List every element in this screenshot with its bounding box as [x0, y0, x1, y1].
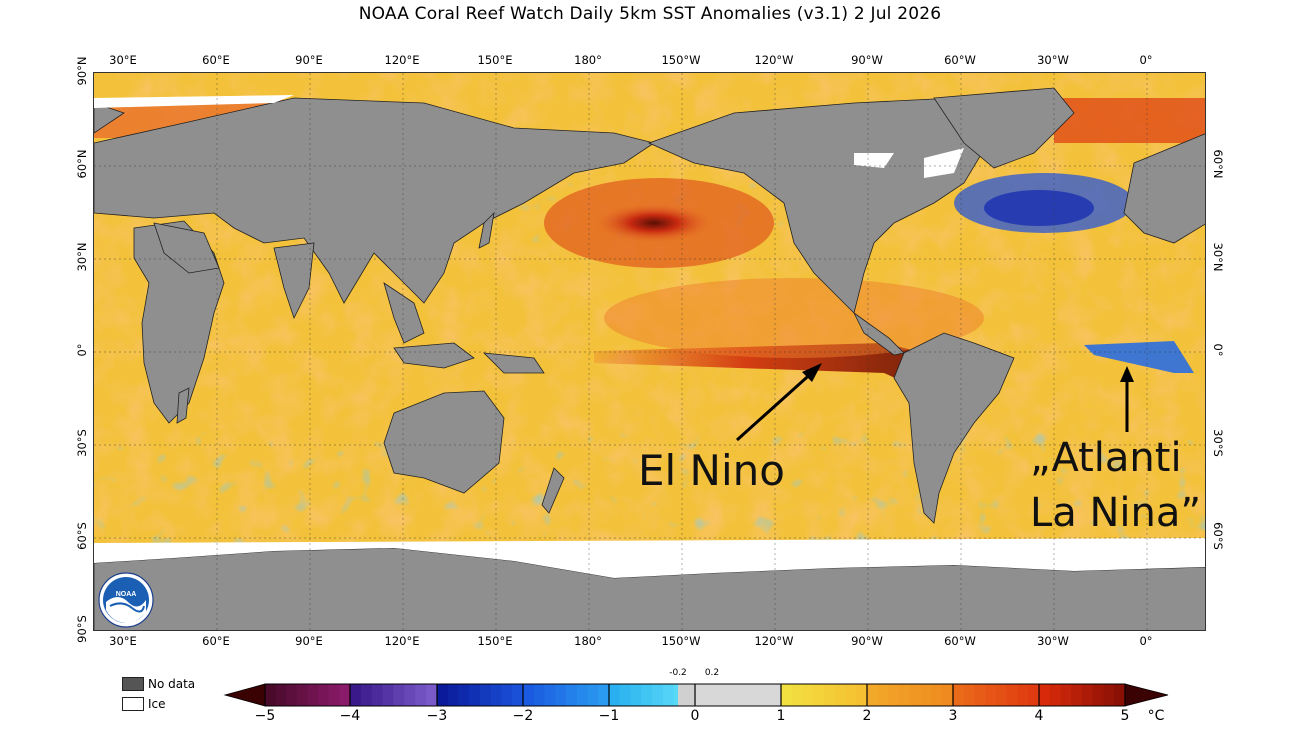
longitude-label: 30°E [109, 634, 137, 648]
el-nino-arrowhead [802, 363, 822, 382]
longitude-label: 60°E [202, 53, 230, 67]
atlantic-arrowhead [1120, 366, 1134, 382]
longitude-label: 30°W [1037, 634, 1069, 648]
longitude-label: 0° [1139, 53, 1153, 67]
map-canvas [94, 73, 1205, 630]
colorbar-tick-label: −4 [339, 708, 361, 724]
colorbar-tick-label: 4 [1034, 708, 1044, 724]
longitude-label: 30°W [1037, 53, 1069, 67]
longitude-label: 60°E [202, 634, 230, 648]
map-title: NOAA Coral Reef Watch Daily 5km SST Anom… [358, 4, 942, 24]
longitude-label: 180° [574, 53, 602, 67]
longitude-label: 60°W [944, 53, 976, 67]
colorbar-small-tick-neg: -0.2 [669, 668, 687, 678]
longitude-label: 90°E [295, 634, 323, 648]
el-nino-arrow [735, 368, 817, 442]
longitude-label: 90°W [851, 634, 883, 648]
ice-swatch [122, 697, 144, 711]
longitude-label: 120°W [754, 53, 794, 67]
colorbar-tick-label: 5 [1120, 708, 1130, 724]
longitude-label: 120°W [754, 634, 794, 648]
longitude-label: 90°E [295, 53, 323, 67]
colorbar-tick-label: −5 [254, 708, 276, 724]
colorbar-tick-label: 1 [776, 708, 786, 724]
noaa-logo: NOAA [98, 572, 154, 628]
no-data-swatch [122, 677, 144, 691]
longitude-label: 120°E [384, 634, 420, 648]
colorbar-tick-label: −2 [512, 708, 534, 724]
longitude-label: 0° [1139, 634, 1153, 648]
colorbar-tick-label: −1 [598, 708, 620, 724]
longitude-label: 30°E [109, 53, 137, 67]
longitude-label: 150°W [661, 53, 701, 67]
svg-text:NOAA: NOAA [116, 591, 137, 598]
ice-label: Ice [148, 697, 166, 711]
sst-anomaly-map [93, 72, 1206, 631]
longitude-label: 150°E [477, 634, 513, 648]
el-nino-label: El Nino [638, 446, 785, 495]
longitude-label: 150°E [477, 53, 513, 67]
colorbar-tick-label: 2 [862, 708, 872, 724]
longitude-label: 60°W [944, 634, 976, 648]
colorbar-tick-label: 0 [690, 708, 700, 724]
colorbar-tick-label: 3 [948, 708, 958, 724]
longitude-label: 180° [574, 634, 602, 648]
colorbar-unit: °C [1147, 708, 1165, 724]
atlantic-la-nina-line1: „Atlanti [1030, 435, 1182, 481]
atlantic-la-nina-line2: La Nina” [1030, 490, 1202, 536]
colorbar-tick-label: −3 [426, 708, 448, 724]
longitude-label: 90°W [851, 53, 883, 67]
colorbar-small-tick-pos: 0.2 [704, 668, 720, 678]
no-data-label: No data [148, 677, 196, 691]
longitude-label: 120°E [384, 53, 420, 67]
longitude-label: 150°W [661, 634, 701, 648]
